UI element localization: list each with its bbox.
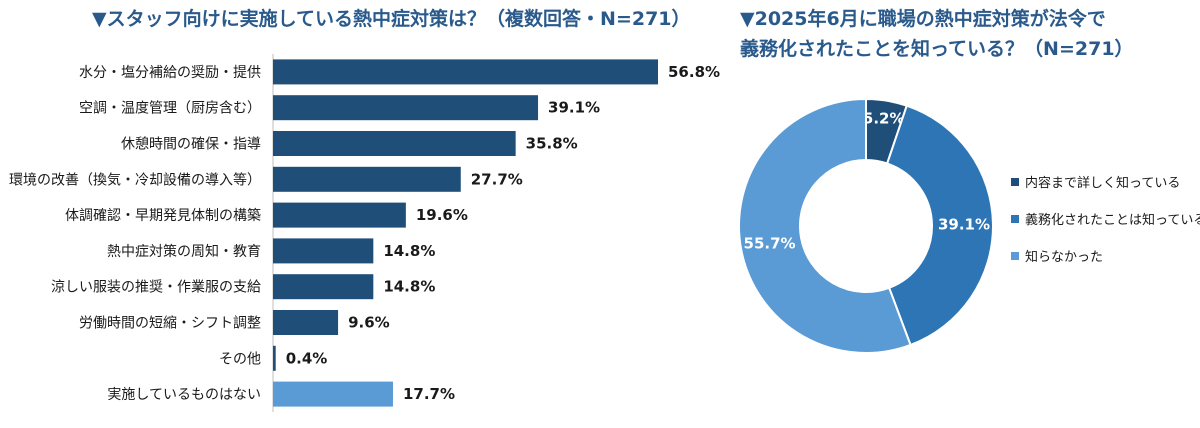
- bar-value-label: 14.8%: [383, 278, 435, 296]
- bar-6: [273, 274, 374, 300]
- donut-title-line-1: ▼2025年6月に職場の熱中症対策が法令で: [740, 8, 1106, 30]
- legend-label: 知らなかった: [1025, 249, 1103, 265]
- donut-title-line-2: 義務化されたことを知っている？（N=271）: [740, 38, 1134, 60]
- legend-swatch: [1011, 215, 1019, 223]
- bar-category-label: 体調確認・早期発見体制の構築: [65, 208, 261, 224]
- donut-slice-label: 39.1%: [938, 215, 990, 233]
- bar-5: [273, 238, 374, 264]
- bar-2: [273, 131, 516, 156]
- legend-label: 内容まで詳しく知っている: [1025, 175, 1180, 191]
- bar-category-label: 熱中症対策の周知・教育: [107, 243, 261, 260]
- bar-category-label: 空調・温度管理（厨房含む）: [79, 101, 261, 117]
- bar-chart: 水分・塩分補給の奨励・提供 56.8% 空調・温度管理（厨房含む） 39.1% 休憩時間…: [9, 54, 720, 412]
- bar-category-label: 環境の改善（換気・冷却設備の導入等）: [9, 171, 261, 188]
- bar-value-label: 27.7%: [471, 170, 523, 188]
- donut-chart: 5.2% 39.1% 55.7% 内容まで詳しく知っている義務化されたことは知っている…: [738, 97, 1200, 354]
- bar-value-label: 19.6%: [416, 206, 468, 224]
- bar-chart-title: ▼スタッフ向けに実施している熱中症対策は？（複数回答・N=271）: [92, 8, 691, 30]
- bar-value-label: 14.8%: [383, 242, 435, 260]
- donut-slice-2: [738, 97, 912, 354]
- bar-value-label: 9.6%: [348, 314, 390, 332]
- bar-3: [273, 166, 461, 192]
- legend-swatch: [1011, 252, 1019, 260]
- bar-value-label: 17.7%: [403, 385, 455, 403]
- legend-label: 義務化されたことは知っている: [1025, 212, 1200, 228]
- legend-swatch: [1011, 178, 1019, 186]
- bar-category-label: その他: [219, 351, 261, 367]
- bar-7: [273, 310, 339, 335]
- bar-category-label: 水分・塩分補給の奨励・提供: [79, 65, 261, 81]
- donut-chart-title: ▼2025年6月に職場の熱中症対策が法令で 義務化されたことを知っている？（N=…: [740, 4, 1134, 64]
- donut-slice-label: 5.2%: [863, 109, 905, 127]
- bar-9: [273, 381, 393, 407]
- bar-4: [273, 202, 406, 228]
- bar-category-label: 労働時間の短縮・シフト調整: [79, 316, 261, 332]
- bar-value-label: 0.4%: [286, 349, 328, 367]
- bar-value-label: 39.1%: [548, 99, 600, 117]
- donut-slice-1: [885, 104, 994, 347]
- bar-value-label: 35.8%: [526, 135, 578, 153]
- bar-value-label: 56.8%: [668, 63, 720, 81]
- bar-category-label: 涼しい服装の推奨・作業服の支給: [51, 280, 261, 296]
- bar-0: [273, 59, 658, 85]
- donut-slice-label: 55.7%: [744, 234, 796, 252]
- bar-category-label: 実施しているものはない: [107, 387, 261, 403]
- bar-1: [273, 95, 539, 121]
- bar-category-label: 休憩時間の確保・指導: [121, 136, 261, 153]
- bar-8: [273, 345, 276, 371]
